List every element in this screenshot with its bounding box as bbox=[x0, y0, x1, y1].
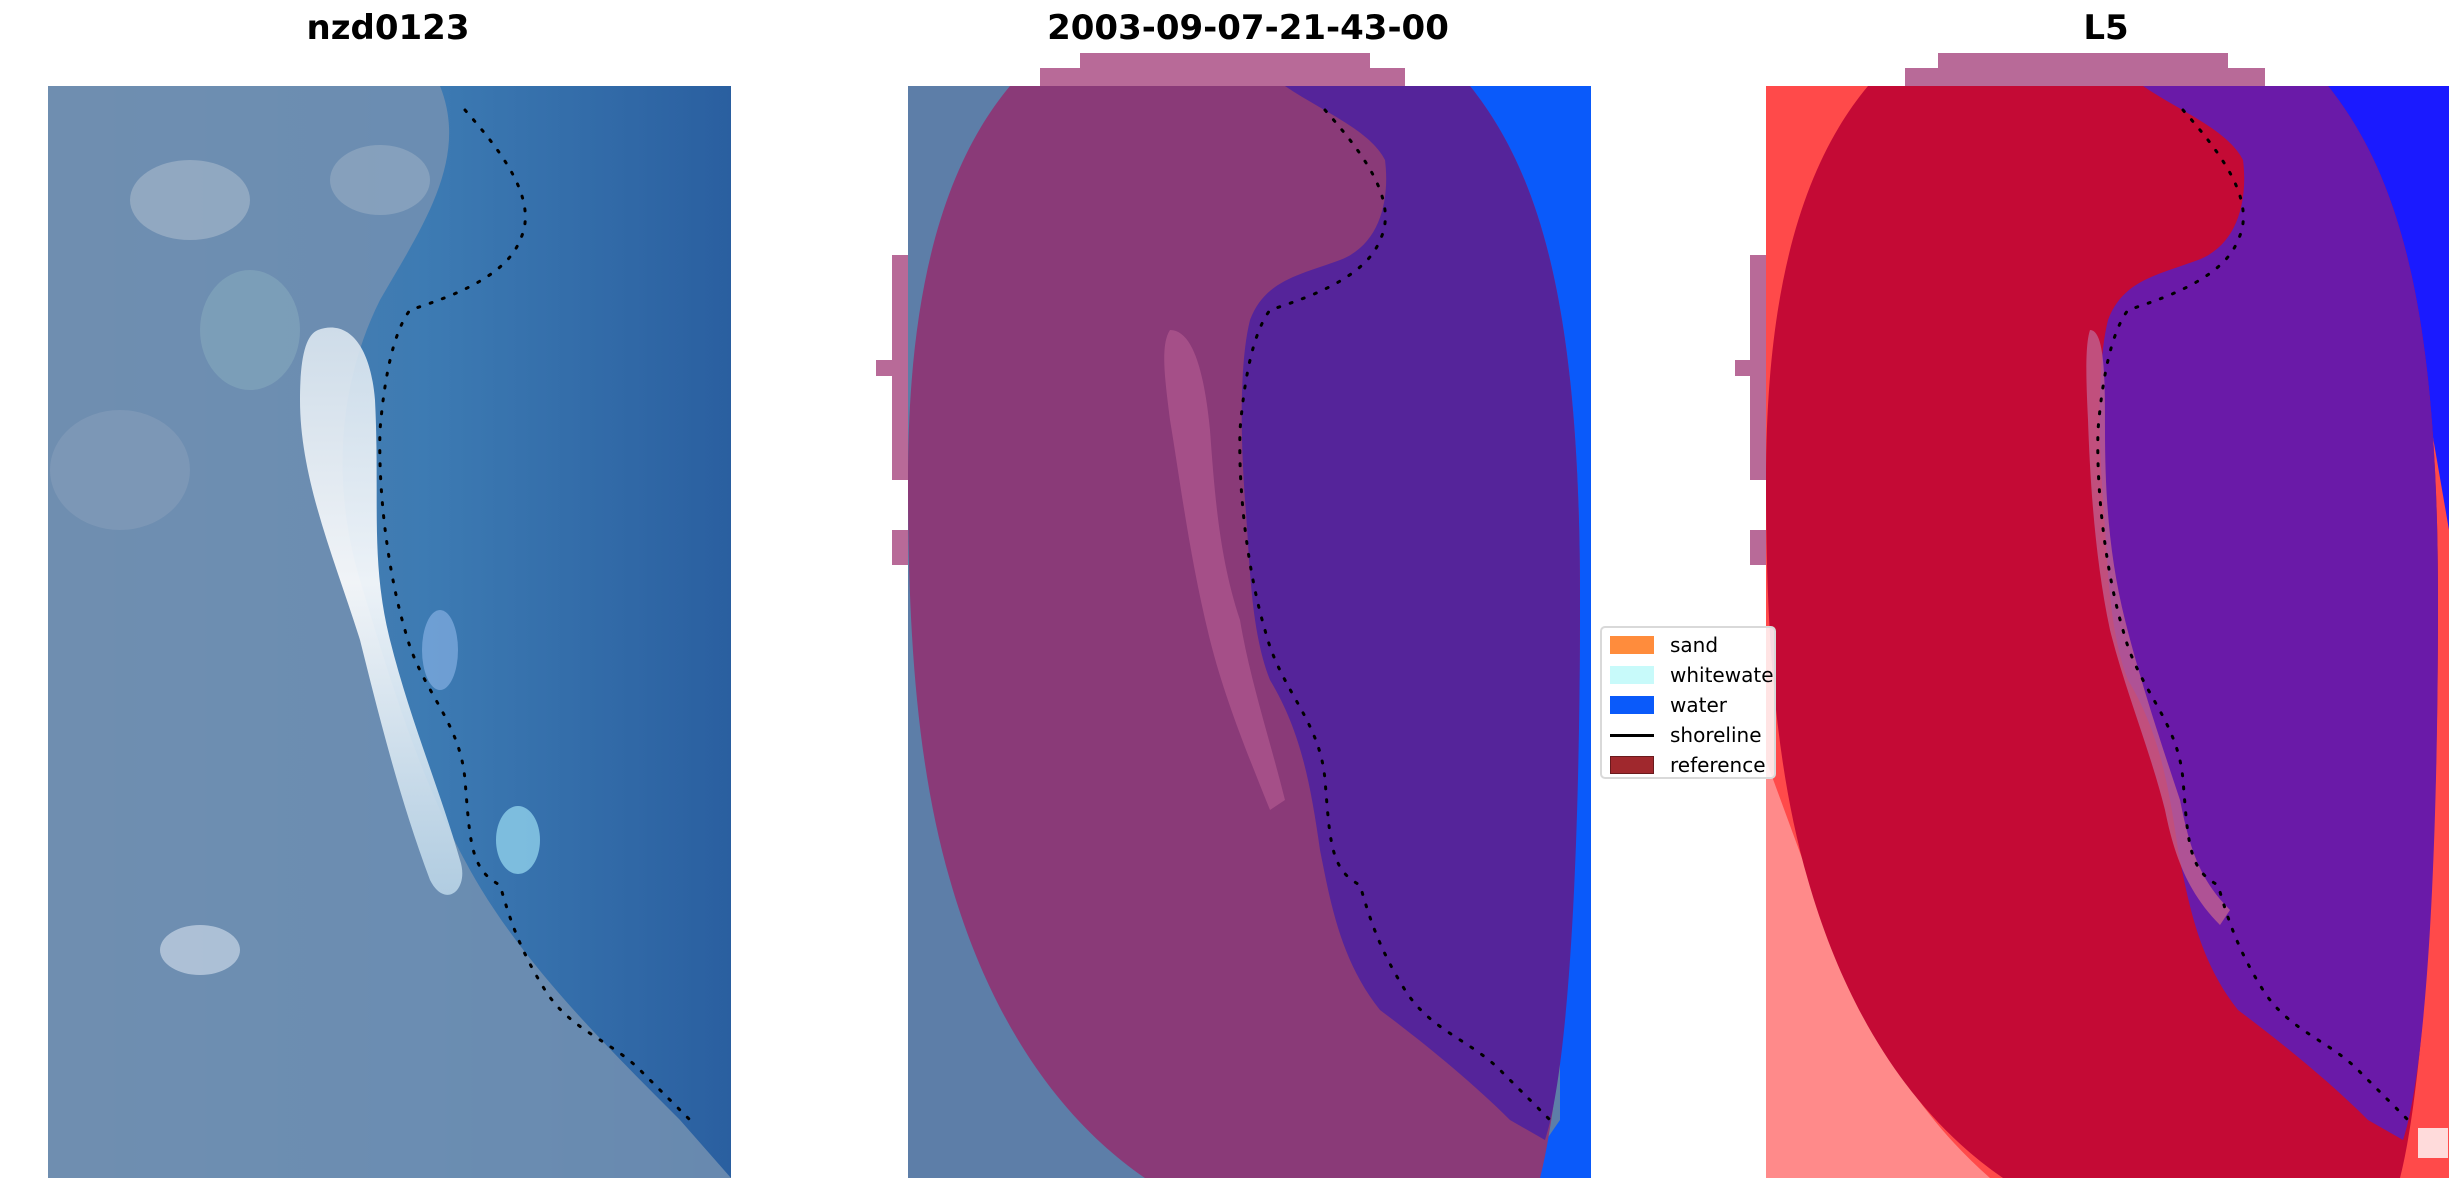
legend-label: shoreline bbox=[1670, 723, 1762, 747]
legend-item-water: water bbox=[1610, 692, 1727, 718]
legend-label: sand bbox=[1670, 633, 1719, 657]
right-panel-title: L5 bbox=[2083, 8, 2129, 48]
shoreline-dotted-middle bbox=[1238, 108, 1557, 1127]
legend-label: whitewater bbox=[1670, 663, 1776, 687]
legend-item-shoreline: shoreline bbox=[1610, 722, 1762, 748]
legend: sand whitewater water shoreline referenc… bbox=[1600, 626, 1776, 779]
shoreline-dotted-right bbox=[2096, 108, 2415, 1127]
whitewater-swatch-icon bbox=[1610, 666, 1654, 684]
water-swatch-icon bbox=[1610, 696, 1654, 714]
score-map-image-area bbox=[1735, 53, 2449, 1178]
shoreline-dotted-left bbox=[378, 108, 697, 1127]
middle-panel-title: 2003-09-07-21-43-00 bbox=[1047, 8, 1449, 48]
left-panel-title: nzd0123 bbox=[306, 8, 470, 48]
reference-swatch-icon bbox=[1610, 756, 1654, 774]
legend-item-reference: reference bbox=[1610, 752, 1766, 777]
sand-swatch-icon bbox=[1610, 636, 1654, 654]
legend-label: reference bbox=[1670, 753, 1766, 777]
shoreline-line-icon bbox=[1610, 733, 1654, 737]
legend-item-sand: sand bbox=[1610, 632, 1718, 658]
legend-item-whitewater: whitewater bbox=[1610, 662, 1776, 688]
legend-label: water bbox=[1670, 693, 1727, 717]
classification-image-area bbox=[876, 53, 1591, 1178]
rgb-image-area bbox=[48, 86, 731, 1178]
